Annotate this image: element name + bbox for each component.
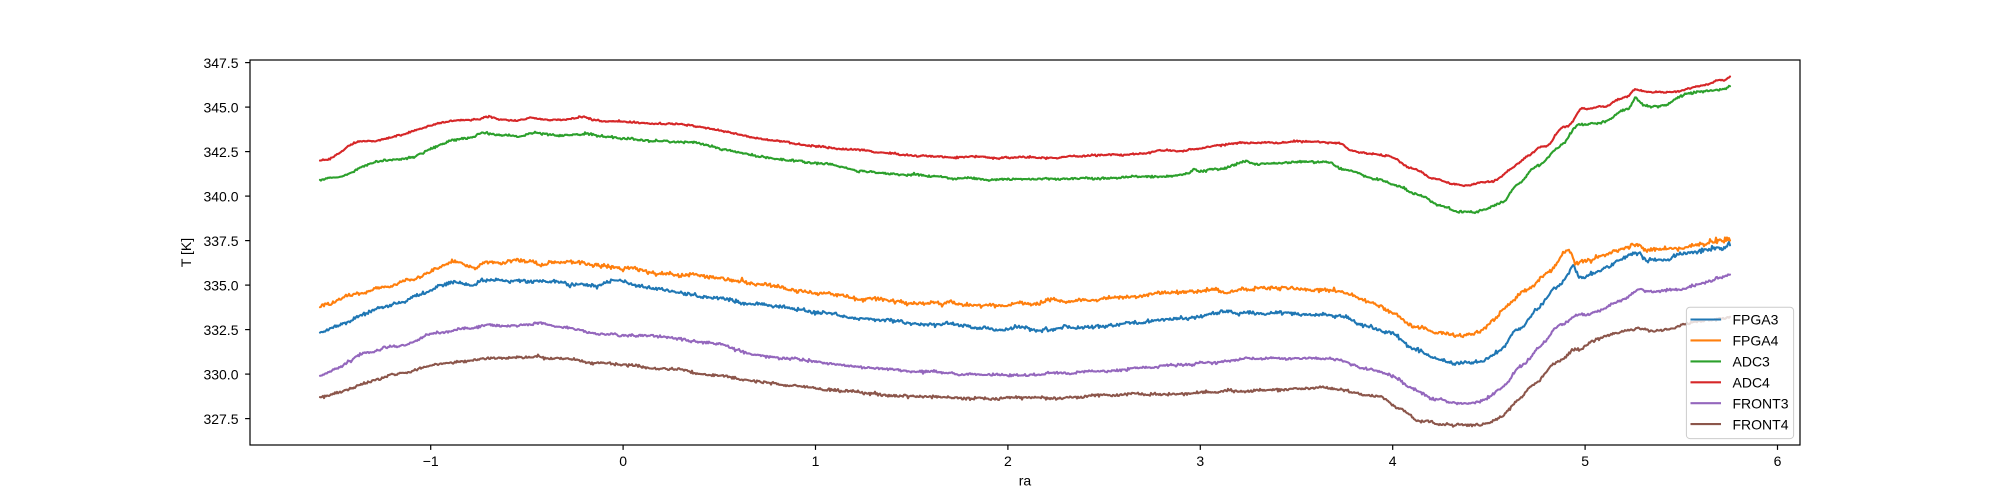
svg-text:FPGA3: FPGA3 [1733,312,1779,328]
svg-text:−1: −1 [423,453,439,469]
svg-text:T [K]: T [K] [178,238,194,267]
svg-text:0: 0 [619,453,627,469]
svg-text:1: 1 [812,453,820,469]
svg-text:337.5: 337.5 [203,233,238,249]
svg-text:347.5: 347.5 [203,55,238,71]
svg-text:FRONT3: FRONT3 [1733,395,1789,411]
svg-text:342.5: 342.5 [203,144,238,160]
svg-text:2: 2 [1004,453,1012,469]
svg-text:FPGA4: FPGA4 [1733,333,1779,349]
svg-text:6: 6 [1774,453,1782,469]
svg-text:5: 5 [1581,453,1589,469]
svg-text:ra: ra [1019,473,1032,489]
svg-text:332.5: 332.5 [203,322,238,338]
svg-text:335.0: 335.0 [203,277,238,293]
svg-text:345.0: 345.0 [203,99,238,115]
svg-text:4: 4 [1389,453,1397,469]
svg-text:3: 3 [1196,453,1204,469]
svg-text:ADC3: ADC3 [1733,354,1771,370]
svg-text:327.5: 327.5 [203,411,238,427]
svg-text:FRONT4: FRONT4 [1733,416,1789,432]
svg-text:ADC4: ADC4 [1733,375,1771,391]
svg-text:340.0: 340.0 [203,188,238,204]
svg-text:330.0: 330.0 [203,366,238,382]
